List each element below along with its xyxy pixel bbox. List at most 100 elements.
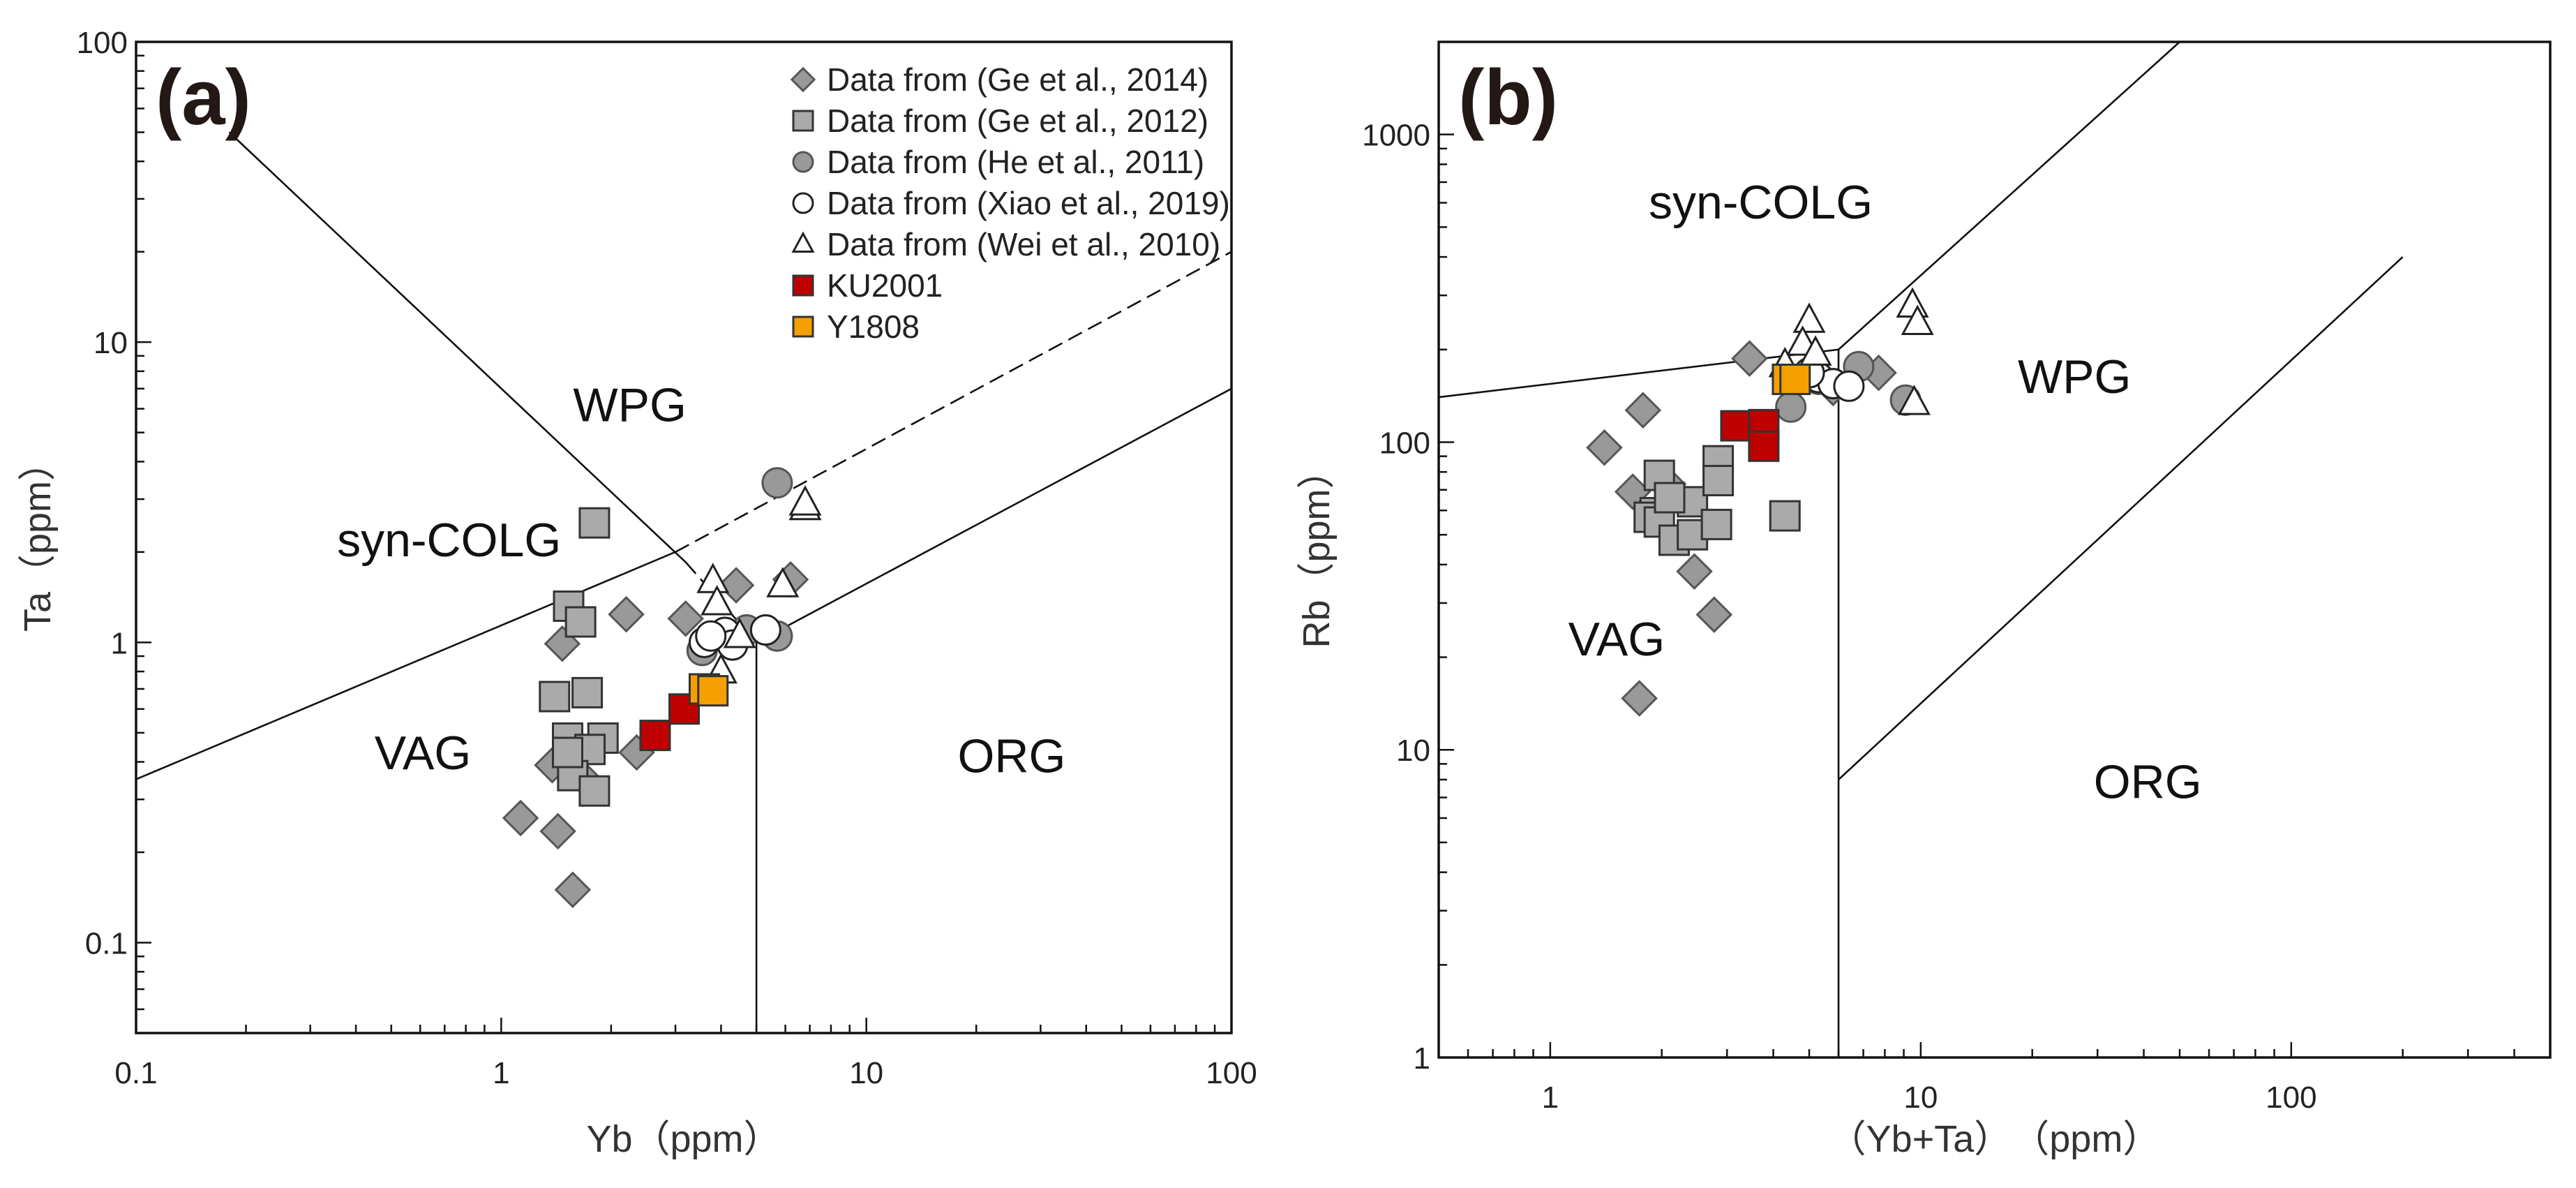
panel-a-data-point-ku2001 [639,720,671,752]
panel-b-plot-frame [1437,40,2552,1059]
panel-b-region-label-wpg: WPG [2018,350,2131,403]
panel-b-x-tick-label: 10 [1903,1081,1938,1115]
panel-a-data-point-he2011 [761,467,793,499]
panel-a-x-tick-label: 0.1 [114,1056,157,1090]
panel-a-data-point-y1808 [697,675,729,707]
panel-a-data-point-ge2012 [578,775,611,807]
panel-a-legend-label-ge2014: Data from (Ge et al., 2014) [827,61,1208,98]
panel-b-data-point-ge2012 [1700,508,1732,540]
panel-a-data-point-wei2010 [723,617,756,648]
panel-a-data-point-ge2014 [717,567,755,604]
panel-a-legend-label-y1808: Y1808 [827,309,920,345]
panel-a-data-point-ge2012 [539,681,571,713]
panel-a-legend: Data from (Ge et al., 2014) Data from (Ge… [790,61,1230,345]
panel-a-boundary-line-3 [675,251,1232,553]
panel-a-legend-marker-ge2014 [790,66,816,93]
panel-a-boundary-line-2 [135,551,676,780]
panel-a-series-y1808 [688,673,729,707]
panel-a-plot-frame [135,40,1233,1034]
panel-a-data-point-wei2010 [701,585,734,616]
panel-b-series-ku2001 [1720,408,1780,462]
panel-b-data-point-ku2001 [1720,410,1752,442]
panel-b-data-point-wei2010 [1901,304,1934,335]
panel-a-legend-marker-he2011 [792,151,814,173]
panel-a-boundary-line-0 [228,131,687,563]
panel-b-data-point-ge2014 [1586,429,1623,466]
panel-b-region-label-org: ORG [2094,755,2202,808]
panel-a-data-point-wei2010 [788,485,822,516]
panel-b-series-ge2012 [1633,445,1801,556]
panel-a-legend-label-ge2012: Data from (Ge et al., 2012) [827,103,1208,139]
panel-a-data-point-ge2014 [608,595,645,633]
panel-a-legend-label-ku2001: KU2001 [827,267,943,304]
panel-b-data-point-ge2014 [1731,340,1768,377]
panel-b-series-y1808 [1772,363,1811,395]
panel-b-data-point-ge2012 [1769,500,1801,532]
panel-a-x-tick-label: 100 [1206,1056,1257,1090]
panel-a-y-tick-label: 10 [93,326,128,360]
panel-a-legend-marker-ku2001 [792,274,814,297]
panel-b-x-tick-label: 1 [1542,1081,1559,1115]
panel-a-y-tick-label: 0.1 [85,927,128,961]
panel-a-legend-marker-y1808 [792,315,814,338]
panel-a-legend-label-he2011: Data from (He et al., 2011) [827,144,1204,180]
panel-a-data-point-ge2014 [502,799,539,837]
panel-a-data-point-ge2012 [571,676,604,708]
panel-a-data-point-wei2010 [766,567,800,597]
panel-a-data-point-ge2014 [539,812,576,850]
panel-a-series-ge2012 [539,507,619,807]
panel-b-y-axis-title: Rb（ppm） [1296,451,1338,648]
panel-b-data-point-ge2014 [1621,680,1658,717]
panel-b-data-point-wei2010 [1896,287,1929,318]
panel-a-data-point-ge2012 [551,736,583,769]
panel-b-data-point-y1808 [1779,363,1811,395]
panel-a-legend-marker-ge2012 [792,110,814,132]
panel-a-data-point-ge2014 [667,600,704,637]
panel-b-x-axis-title: （Yb+Ta） （ppm） [1829,1118,2161,1160]
panel-a-y-axis-title: Ta（ppm） [17,443,59,632]
panel-a-panel-label: (a) [156,54,251,141]
panel-a-region-label-org: ORG [957,729,1065,782]
panel-a-chart: 0.1 1 10 100 0.1 1 10 100 Yb（ppm） Ta（ppm） (a) WPG sy… [17,26,1257,1160]
panel-a-data-point-ge2012 [578,507,611,539]
panel-a-x-tick-label: 10 [849,1056,883,1090]
panel-a-data-point-ge2012 [564,606,597,638]
panel-a-ticks [135,54,1216,1034]
panel-b-data-point-ge2012 [1654,482,1686,514]
panel-a-x-tick-label: 1 [493,1056,509,1090]
panel-b-data-point-he2011 [1775,391,1807,423]
panel-a-data-point-wei2010 [696,563,730,593]
panel-a-series-ku2001 [639,693,701,752]
panel-a-y-tick-label: 1 [111,626,128,660]
panel-a-y-tick-label: 100 [77,26,128,60]
panel-a-legend-marker-xiao2019 [792,192,814,214]
panel-a-region-label-vag: VAG [375,727,472,780]
panel-b-x-tick-label: 100 [2266,1081,2316,1115]
panel-b-y-tick-label: 1 [1414,1041,1430,1076]
panel-b-panel-label: (b) [1458,54,1558,141]
panel-b-chart: 1 10 100 1 10 100 1000 （Yb+Ta） （ppm） Rb（ppm） (b) s… [1296,40,2552,1160]
panel-a-data-point-ge2014 [554,871,592,909]
panel-a-region-label-syn-colg: syn-COLG [337,514,561,567]
panel-b-y-tick-label: 100 [1379,426,1430,460]
panel-b-y-tick-label: 10 [1396,734,1430,768]
panel-b-data-point-ge2014 [1624,392,1662,429]
panel-b-data-point-xiao2019 [1833,370,1865,402]
panel-b-y-tick-label: 1000 [1362,119,1430,153]
panel-b-data-point-wei2010 [1799,335,1832,366]
panel-b-data-point-ge2012 [1702,465,1735,497]
panel-b-boundary-line-0 [1438,348,1839,399]
panel-b-data-point-wei2010 [1897,385,1931,415]
panel-a-legend-marker-wei2010 [791,231,815,253]
panel-b-boundary-line-2 [1838,41,2180,350]
panel-b-ticks [1437,40,2552,1059]
panel-b-data-point-wei2010 [1792,302,1826,333]
panel-a-data-point-xiao2019 [695,620,727,652]
panel-a-data-point-xiao2019 [749,614,781,646]
panel-a-legend-label-wei2010: Data from (Wei et al., 2010) [827,226,1220,262]
panel-b-data-point-ge2014 [1676,553,1713,590]
panel-b-region-label-syn-colg: syn-COLG [1649,176,1873,229]
panel-b-region-label-vag: VAG [1568,613,1665,666]
panel-a-legend-label-xiao2019: Data from (Xiao et al., 2019) [827,185,1230,221]
panel-a-region-label-wpg: WPG [573,378,686,431]
